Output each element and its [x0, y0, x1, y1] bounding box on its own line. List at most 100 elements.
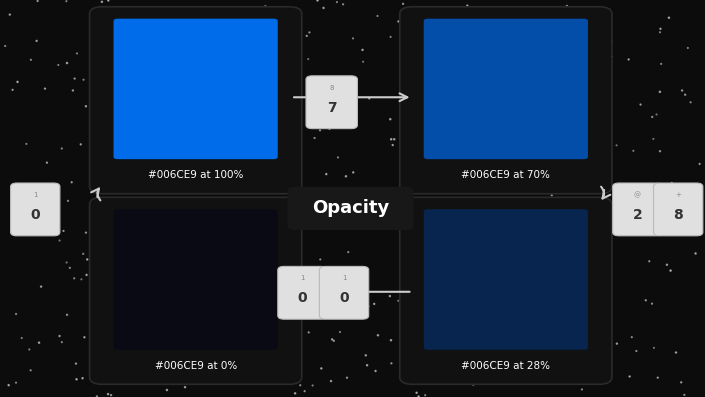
Point: [522, 258, 534, 265]
Point: [67, 87, 78, 94]
Point: [606, 53, 618, 60]
Point: [290, 67, 301, 73]
Point: [372, 332, 384, 339]
Point: [64, 265, 75, 271]
Point: [599, 281, 611, 288]
Point: [561, 3, 572, 9]
Point: [4, 12, 16, 18]
Point: [606, 38, 617, 44]
Point: [501, 71, 512, 77]
Point: [596, 347, 607, 353]
FancyBboxPatch shape: [424, 19, 588, 159]
Point: [288, 155, 299, 162]
Point: [213, 319, 224, 326]
Point: [529, 133, 540, 140]
Point: [440, 32, 451, 39]
Point: [316, 365, 327, 372]
Point: [582, 332, 593, 339]
Point: [413, 236, 424, 243]
Point: [97, 0, 108, 5]
Point: [548, 111, 559, 117]
Point: [102, 115, 113, 121]
Point: [644, 258, 655, 264]
Point: [197, 189, 209, 195]
Text: 7: 7: [327, 101, 336, 115]
Point: [250, 223, 261, 229]
Point: [259, 3, 271, 9]
Point: [472, 349, 484, 355]
Point: [61, 0, 72, 4]
Point: [82, 256, 93, 263]
Point: [154, 98, 166, 104]
Point: [503, 206, 515, 212]
Point: [501, 99, 513, 105]
Point: [679, 392, 690, 397]
Point: [69, 75, 80, 82]
Point: [12, 79, 23, 85]
Point: [288, 126, 300, 132]
Point: [26, 193, 37, 200]
Point: [61, 259, 72, 266]
Text: 0: 0: [30, 208, 40, 222]
Point: [546, 328, 558, 334]
Point: [290, 390, 301, 397]
Point: [132, 76, 143, 82]
Text: 1: 1: [342, 275, 346, 281]
Point: [314, 256, 326, 263]
Point: [304, 94, 315, 100]
Point: [648, 136, 659, 142]
Point: [79, 334, 90, 341]
Text: 2: 2: [632, 208, 642, 222]
Point: [640, 190, 651, 197]
FancyBboxPatch shape: [654, 183, 703, 236]
Point: [20, 141, 32, 147]
Point: [288, 258, 299, 264]
FancyBboxPatch shape: [424, 19, 588, 159]
Point: [547, 230, 558, 237]
Point: [542, 204, 553, 210]
Point: [543, 153, 554, 160]
Point: [200, 260, 211, 266]
Point: [258, 13, 269, 19]
Point: [677, 87, 688, 94]
Point: [295, 382, 306, 388]
Point: [599, 325, 610, 331]
Point: [656, 61, 667, 67]
Point: [694, 161, 705, 167]
Point: [635, 101, 646, 108]
Point: [419, 392, 431, 397]
Point: [570, 55, 582, 62]
Point: [71, 376, 82, 382]
Point: [334, 329, 345, 335]
Point: [544, 214, 556, 220]
Point: [93, 27, 104, 33]
Point: [601, 241, 613, 247]
Point: [580, 156, 591, 163]
Point: [262, 171, 273, 177]
Point: [467, 144, 478, 150]
Point: [219, 31, 230, 37]
Point: [227, 13, 238, 20]
Point: [304, 29, 315, 36]
Point: [448, 358, 460, 364]
Point: [549, 112, 560, 118]
Text: #006CE9 at 0%: #006CE9 at 0%: [154, 361, 237, 371]
Point: [202, 224, 213, 230]
Text: #006CE9 at 70%: #006CE9 at 70%: [461, 170, 551, 181]
FancyBboxPatch shape: [90, 7, 302, 194]
Point: [54, 237, 65, 244]
Text: 8: 8: [673, 208, 683, 222]
Point: [611, 142, 623, 148]
FancyBboxPatch shape: [90, 197, 302, 384]
Point: [224, 117, 235, 123]
Point: [3, 382, 14, 388]
Point: [157, 83, 168, 90]
Point: [386, 136, 397, 143]
Point: [462, 231, 474, 238]
Point: [509, 54, 520, 61]
Point: [324, 299, 335, 305]
Point: [663, 15, 675, 21]
Point: [654, 89, 666, 95]
FancyBboxPatch shape: [278, 266, 327, 319]
Point: [32, 0, 43, 4]
